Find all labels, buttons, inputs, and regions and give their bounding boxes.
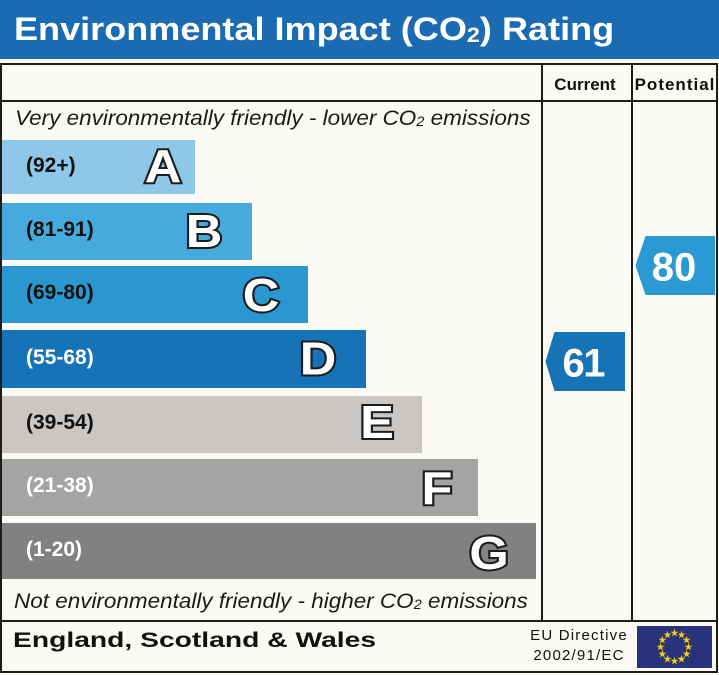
svg-text:E: E bbox=[360, 397, 394, 448]
svg-text:80: 80 bbox=[652, 246, 697, 290]
svg-text:G: G bbox=[469, 528, 508, 579]
svg-text:61: 61 bbox=[563, 342, 606, 386]
svg-text:F: F bbox=[422, 463, 453, 514]
svg-text:D: D bbox=[300, 334, 337, 385]
svg-text:A: A bbox=[145, 141, 182, 192]
svg-text:C: C bbox=[243, 270, 280, 321]
svg-text:B: B bbox=[186, 206, 223, 257]
